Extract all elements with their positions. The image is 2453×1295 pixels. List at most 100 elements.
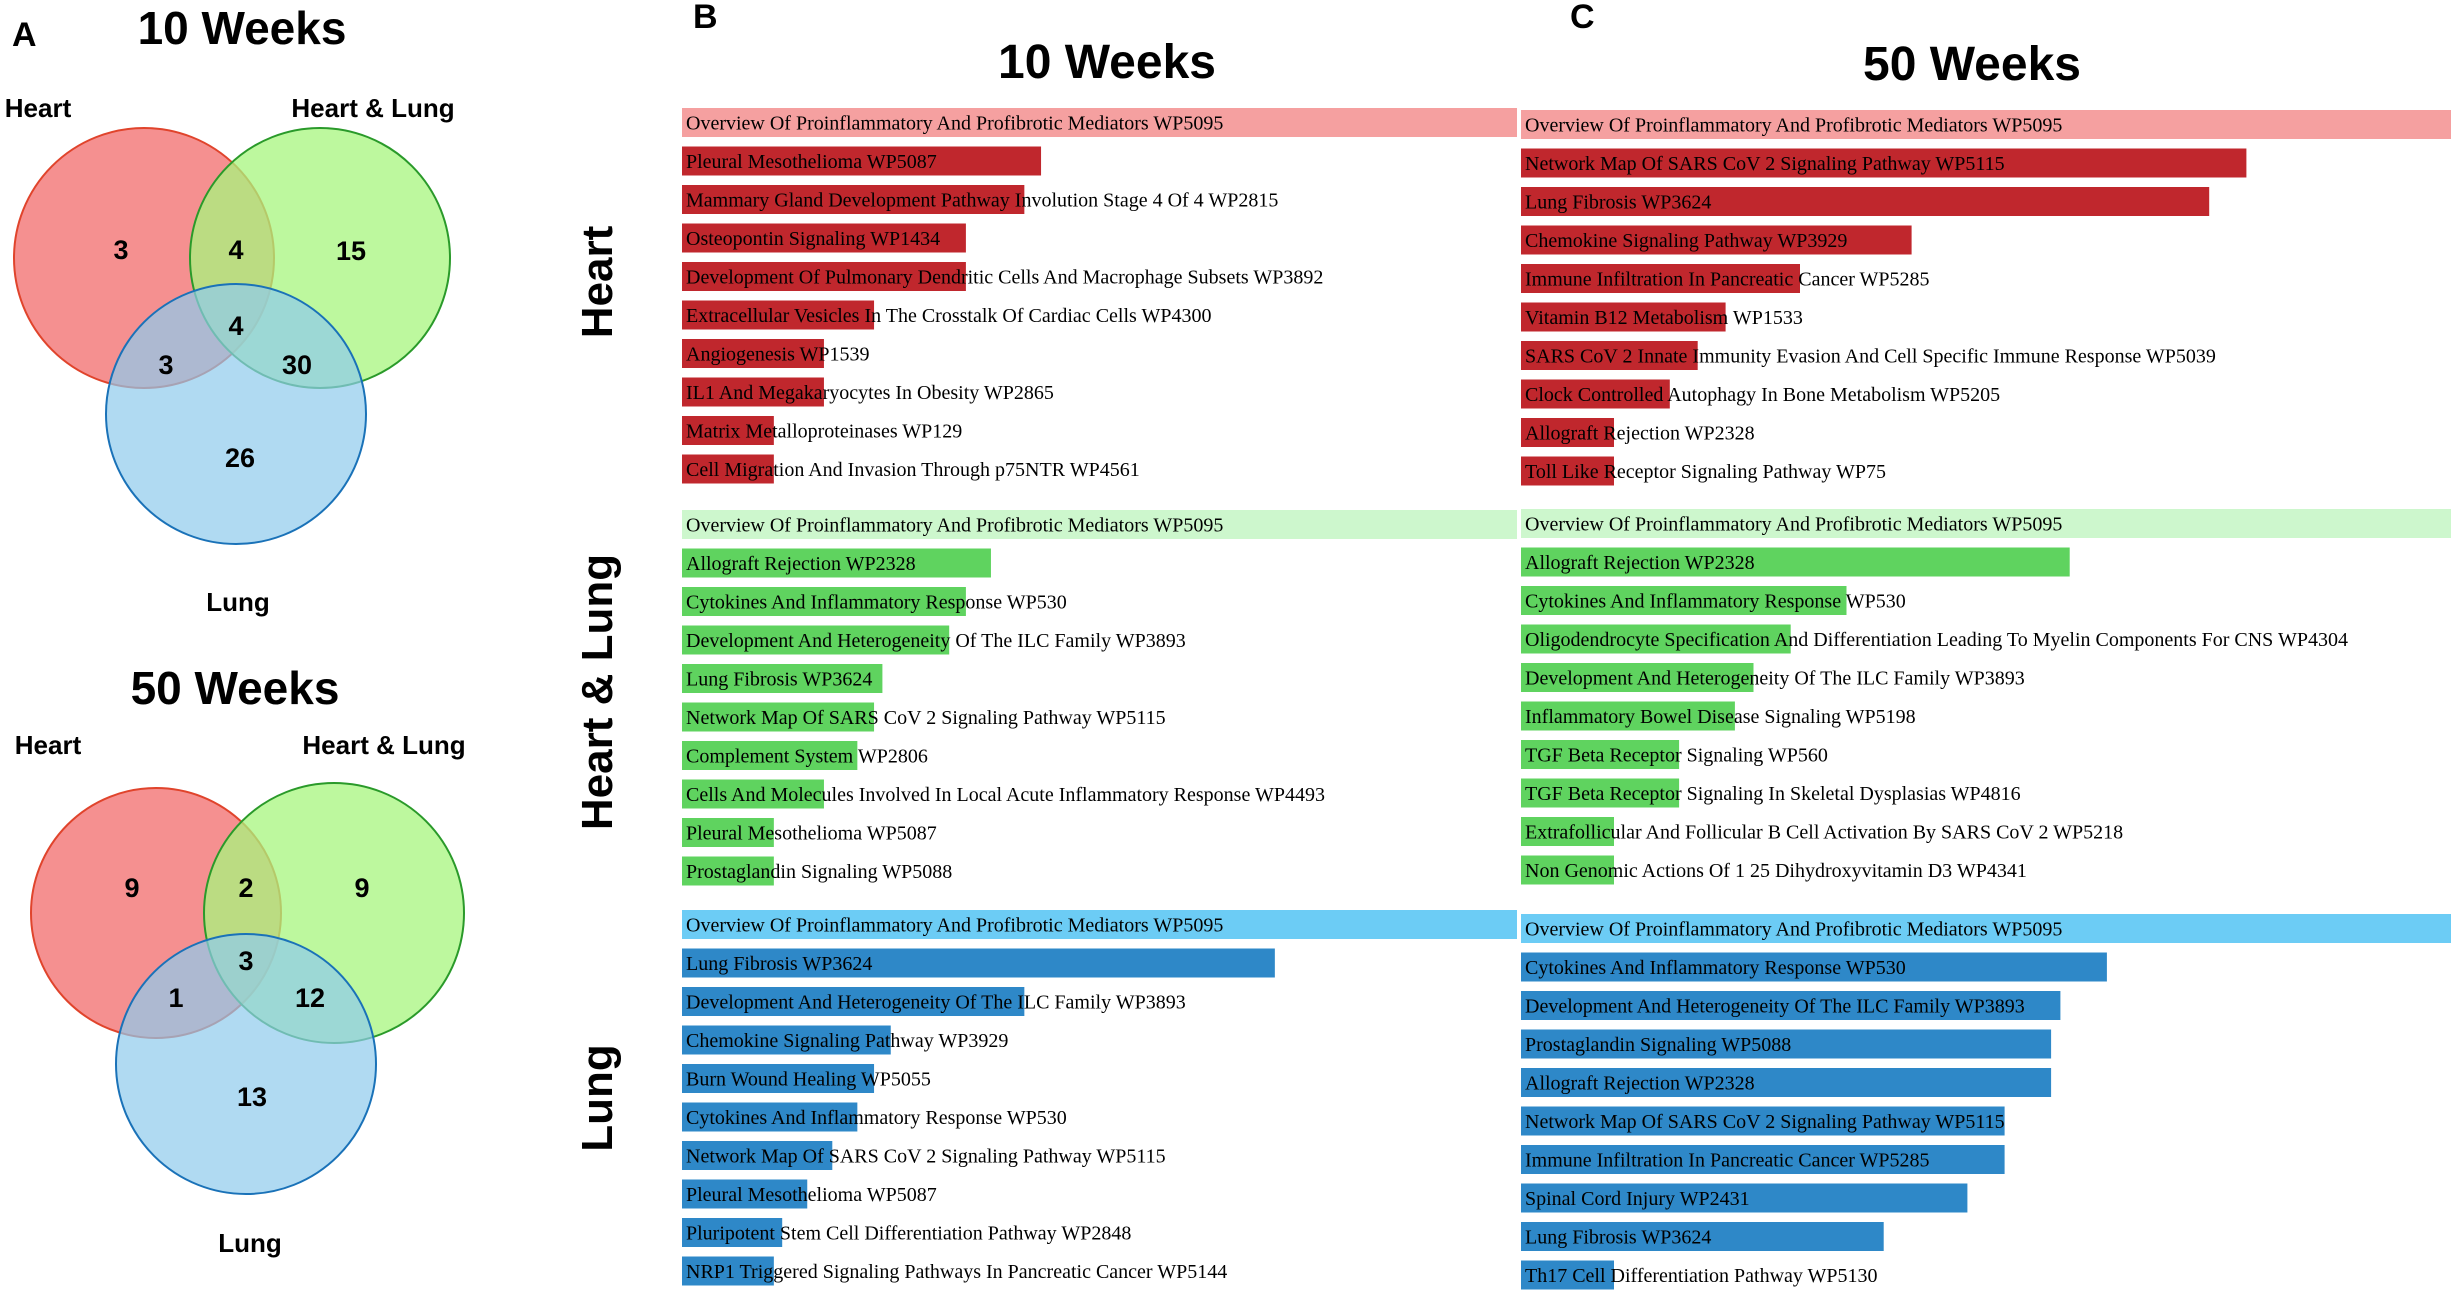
venn-50-count-heart-lung: 1 [168,983,183,1013]
b10-heart-lung-bar-0 [682,510,1517,539]
b10-heart-bar-6 [682,339,824,368]
panel-letter-c: C [1570,0,1595,36]
b50-heart-bar-7 [1521,379,1670,409]
b50-heart-label-2: Lung Fibrosis WP3624 [1525,192,1711,214]
venn-50-count-heart-only: 9 [124,873,139,903]
b50-lung-bar-9 [1521,1260,1614,1290]
bars-10-title: 10 Weeks [998,36,1216,89]
venn-50-count-lung-only: 13 [237,1082,267,1112]
b10-heart-lung-bar-2 [682,587,966,616]
b10-heart-label-0: Overview Of Proinflammatory And Profibro… [686,113,1223,135]
b10-heart-lung-bar-3 [682,625,950,655]
b50-heart-bar-3 [1521,225,1912,255]
venn-50-label-heart-lung: Heart & Lung [302,730,465,760]
b10-lung-bar-3 [682,1025,891,1055]
b10-lung-label-8: Pluripotent Stem Cell Differentiation Pa… [686,1223,1131,1245]
b50-heart-lung-label-9: Non Genomic Actions Of 1 25 Dihydroxyvit… [1525,860,2027,882]
venn-10-label-lung: Lung [206,587,270,617]
b10-lung-bar-2 [682,987,1025,1016]
b50-lung-bar-2 [1521,991,2061,1020]
b10-heart-bar-7 [682,377,824,407]
b10-lung-bar-4 [682,1064,875,1093]
b50-lung-bar-8 [1521,1222,1884,1251]
venn-50-count-all: 3 [238,946,253,976]
b10-heart-lung-label-7: Cells And Molecules Involved In Local Ac… [686,784,1325,806]
b10-heart-lung-label-6: Complement System WP2806 [686,746,928,768]
b50-lung-bar-5 [1521,1106,2005,1136]
b50-heart-bar-1 [1521,148,2247,178]
b50-heart-label-1: Network Map Of SARS CoV 2 Signaling Path… [1525,153,2005,175]
b50-heart-label-9: Toll Like Receptor Signaling Pathway WP7… [1525,461,1886,483]
b10-lung-bar-0 [682,910,1517,939]
b50-heart-lung-bar-1 [1521,547,2070,577]
b50-lung-bar-4 [1521,1068,2052,1097]
b50-heart-lung-label-1: Allograft Rejection WP2328 [1525,552,1755,574]
b10-heart-label-6: Angiogenesis WP1539 [686,344,870,366]
b50-heart-lung-bar-4 [1521,663,1754,692]
b50-heart-lung-label-8: Extrafollicular And Follicular B Cell Ac… [1525,822,2123,844]
b50-heart-lung-bar-5 [1521,701,1735,731]
b50-heart-bar-5 [1521,302,1726,332]
b50-heart-lung-label-4: Development And Heterogeneity Of The ILC… [1525,668,2025,690]
bars-layer: Overview Of Proinflammatory And Profibro… [682,108,2451,1290]
b50-heart-label-7: Clock Controlled Autophagy In Bone Metab… [1525,384,2000,406]
b10-lung-label-4: Burn Wound Healing WP5055 [686,1069,931,1091]
b10-heart-lung-bar-1 [682,548,991,578]
b10-lung-bar-8 [682,1218,783,1247]
b50-heart-lung-label-3: Oligodendrocyte Specification And Differ… [1525,629,2348,651]
b10-heart-lung-label-5: Network Map Of SARS CoV 2 Signaling Path… [686,707,1166,729]
row-title-heart: Heart [573,225,622,338]
b10-heart-bar-0 [682,108,1517,137]
b50-heart-label-0: Overview Of Proinflammatory And Profibro… [1525,115,2062,137]
venn-10-label-heart-lung: Heart & Lung [291,93,454,123]
b10-heart-bar-4 [682,262,966,291]
b50-heart-label-8: Allograft Rejection WP2328 [1525,423,1755,445]
b10-heart-label-2: Mammary Gland Development Pathway Involu… [686,190,1278,212]
b10-lung-label-9: NRP1 Triggered Signaling Pathways In Pan… [686,1261,1227,1283]
b50-heart-bar-4 [1521,264,1800,293]
b10-heart-bar-3 [682,223,966,253]
venn-50-count-hl-lung: 12 [295,983,325,1013]
b10-lung-bar-7 [682,1179,808,1209]
b10-heart-label-8: Matrix Metalloproteinases WP129 [686,421,962,443]
b50-heart-lung-label-6: TGF Beta Receptor Signaling WP560 [1525,745,1828,767]
b50-heart-bar-2 [1521,187,2210,216]
b10-heart-label-1: Pleural Mesothelioma WP5087 [686,151,937,173]
b10-heart-lung-bar-5 [682,702,875,732]
b10-heart-bar-8 [682,416,774,445]
venn-50-count-hl-only: 9 [354,873,369,903]
b50-lung-label-6: Immune Infiltration In Pancreatic Cancer… [1525,1150,1930,1172]
b10-heart-label-9: Cell Migration And Invasion Through p75N… [686,459,1140,481]
b50-heart-lung-bar-7 [1521,778,1680,808]
venn-50-title: 50 Weeks [131,662,340,714]
b50-lung-label-9: Th17 Cell Differentiation Pathway WP5130 [1525,1265,1878,1287]
venn-50-count-heart-hl: 2 [238,873,253,903]
b50-lung-label-4: Allograft Rejection WP2328 [1525,1073,1755,1095]
b10-lung-label-0: Overview Of Proinflammatory And Profibro… [686,915,1223,937]
b10-heart-label-4: Development Of Pulmonary Dendritic Cells… [686,267,1323,289]
b10-heart-bar-9 [682,454,774,484]
b10-heart-lung-bar-7 [682,779,824,809]
venn-10-count-heart-hl: 4 [228,235,243,265]
b10-lung-bar-6 [682,1141,833,1170]
b50-heart-label-4: Immune Infiltration In Pancreatic Cancer… [1525,269,1930,291]
b50-heart-lung-bar-3 [1521,624,1791,654]
venn-50-label-heart: Heart [15,730,82,760]
b10-lung-label-1: Lung Fibrosis WP3624 [686,953,872,975]
b50-heart-lung-bar-2 [1521,586,1847,615]
b10-heart-lung-bar-4 [682,664,883,693]
b50-heart-label-5: Vitamin B12 Metabolism WP1533 [1525,307,1803,329]
b50-lung-bar-6 [1521,1145,2005,1174]
b10-heart-lung-label-8: Pleural Mesothelioma WP5087 [686,823,937,845]
b10-heart-lung-bar-8 [682,818,774,847]
b10-heart-lung-label-4: Lung Fibrosis WP3624 [686,669,872,691]
venn-10-count-all: 4 [228,311,243,341]
venn-10-count-hl-only: 15 [336,236,366,266]
b10-lung-bar-5 [682,1102,858,1132]
venn-50-weeks: 50 Weeks Heart Heart & Lung Lung 9 2 9 3… [15,662,466,1258]
b50-lung-bar-7 [1521,1183,1968,1213]
b50-heart-lung-bar-0 [1521,509,2451,538]
b50-lung-bar-1 [1521,952,2107,982]
b10-heart-label-5: Extracellular Vesicles In The Crosstalk … [686,305,1211,327]
